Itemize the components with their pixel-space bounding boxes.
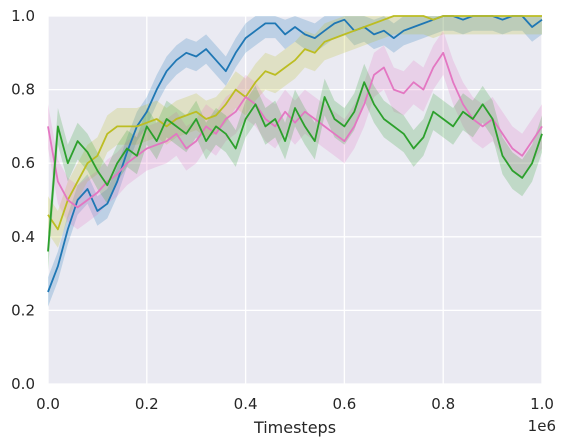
y-tick-label: 0.2: [11, 301, 35, 319]
x-axis-offset-label: 1e6: [528, 417, 556, 435]
y-tick-label: 0.0: [11, 375, 35, 393]
y-tick-label: 0.8: [11, 81, 35, 99]
x-tick-label: 0.6: [332, 395, 356, 413]
grid: [47, 15, 543, 385]
y-tick-label: 0.4: [11, 228, 35, 246]
plot-background: [48, 16, 542, 384]
series-line-3: [47, 81, 543, 252]
x-tick-label: 1.0: [530, 395, 554, 413]
x-tick-label: 0.8: [431, 395, 455, 413]
x-axis-label: Timesteps: [253, 418, 336, 437]
x-tick-label: 0.2: [135, 395, 159, 413]
x-tick-label: 0.0: [36, 395, 60, 413]
series-band-1: [48, 16, 542, 248]
x-tick-label: 0.4: [234, 395, 258, 413]
series-band-3: [48, 63, 542, 270]
series-lines: [47, 15, 543, 293]
series-line-1: [47, 15, 542, 231]
series-line-2: [47, 51, 543, 209]
y-tick-label: 0.6: [11, 154, 35, 172]
y-tick-label: 1.0: [11, 7, 35, 25]
series-band-2: [48, 30, 542, 230]
y-tick-labels: 0.0 0.2 0.4 0.6 0.8 1.0: [11, 7, 35, 393]
series-bands: [48, 16, 542, 307]
series-line-0: [47, 15, 543, 293]
x-tick-labels: 0.0 0.2 0.4 0.6 0.8 1.0: [36, 395, 554, 413]
